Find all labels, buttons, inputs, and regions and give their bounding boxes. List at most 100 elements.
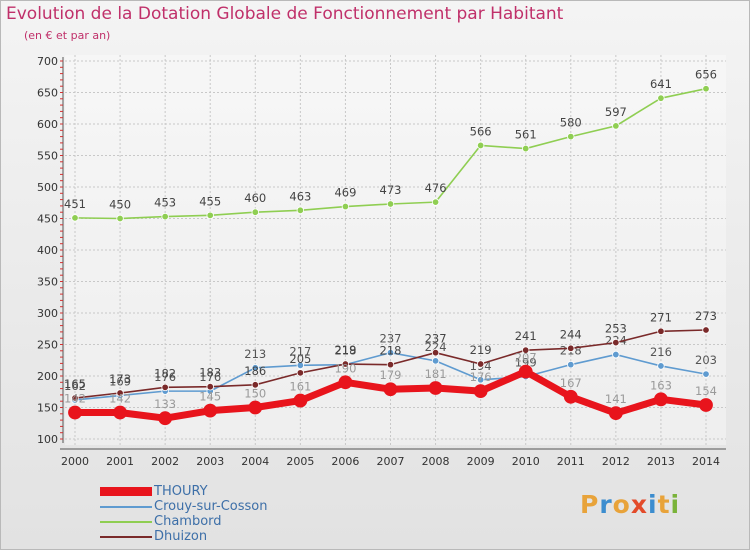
data-label: 179 xyxy=(380,368,402,382)
data-point xyxy=(341,202,350,211)
data-label: 216 xyxy=(650,345,672,359)
data-point xyxy=(338,375,353,390)
x-tick-label: 2001 xyxy=(106,455,134,468)
data-label: 450 xyxy=(109,198,131,212)
data-label: 181 xyxy=(425,367,447,381)
data-point xyxy=(206,383,214,391)
data-label: 162 xyxy=(64,379,86,393)
data-point xyxy=(657,362,665,370)
data-point xyxy=(699,398,713,412)
data-point xyxy=(702,326,710,334)
data-label: 169 xyxy=(109,375,131,389)
data-label: 656 xyxy=(695,68,717,82)
data-point xyxy=(293,393,308,408)
data-label: 213 xyxy=(244,347,266,361)
data-label: 173 xyxy=(109,372,131,386)
legend-swatch xyxy=(100,521,152,523)
data-label: 219 xyxy=(470,343,492,357)
data-label: 455 xyxy=(199,194,221,208)
legend-label: Dhuizon xyxy=(154,529,208,544)
data-label: 566 xyxy=(470,124,492,138)
x-tick-label: 2003 xyxy=(196,455,224,468)
data-point xyxy=(116,389,124,397)
y-tick-label: 400 xyxy=(37,244,58,257)
legend-swatch xyxy=(100,487,152,496)
y-tick-label: 450 xyxy=(37,213,58,226)
data-point xyxy=(251,208,259,216)
data-label: 237 xyxy=(425,332,447,346)
legend-item-dhuizon: Dhuizon xyxy=(100,529,360,544)
data-label: 244 xyxy=(560,327,582,341)
data-point xyxy=(518,364,533,379)
data-point xyxy=(68,405,82,420)
x-tick-label: 2010 xyxy=(512,455,540,468)
x-tick-label: 2008 xyxy=(422,455,450,468)
y-tick-label: 300 xyxy=(37,307,58,320)
data-point xyxy=(203,403,218,418)
data-label: 154 xyxy=(695,384,717,398)
data-label: 142 xyxy=(64,392,86,406)
y-tick-label: 150 xyxy=(37,402,58,415)
data-label: 580 xyxy=(560,116,582,130)
data-point xyxy=(431,348,440,357)
data-label: 203 xyxy=(695,353,717,367)
data-label: 141 xyxy=(605,392,627,406)
data-point xyxy=(608,406,623,421)
data-point xyxy=(476,376,485,384)
x-tick-label: 2004 xyxy=(241,455,269,468)
data-label: 641 xyxy=(650,77,672,91)
data-point xyxy=(113,405,127,420)
data-label: 469 xyxy=(334,186,356,200)
y-tick-label: 700 xyxy=(37,55,58,68)
data-label: 460 xyxy=(244,191,266,205)
data-label: 176 xyxy=(154,370,176,384)
data-label: 473 xyxy=(380,183,402,197)
legend-label: Chambord xyxy=(154,514,222,529)
data-label: 161 xyxy=(289,380,311,394)
x-tick-label: 2005 xyxy=(286,455,314,468)
data-label: 133 xyxy=(154,397,176,411)
chart-legend: THOURY Crouy-sur-Cosson Chambord Dhuizon xyxy=(100,484,360,544)
data-point xyxy=(383,382,398,397)
x-tick-label: 2009 xyxy=(467,455,495,468)
data-point xyxy=(657,94,665,102)
data-point xyxy=(248,400,263,415)
data-label: 451 xyxy=(64,197,86,211)
data-label: 453 xyxy=(154,196,176,210)
data-point xyxy=(473,384,488,399)
legend-swatch xyxy=(100,506,152,508)
data-point xyxy=(612,350,620,359)
legend-item-thoury: THOURY xyxy=(100,484,360,499)
data-label: 207 xyxy=(515,351,537,365)
data-point xyxy=(431,198,440,206)
data-point xyxy=(563,389,578,404)
data-label: 142 xyxy=(109,392,131,406)
data-label: 597 xyxy=(605,105,627,119)
data-label: 176 xyxy=(470,370,492,384)
x-tick-label: 2006 xyxy=(331,455,359,468)
data-label: 218 xyxy=(334,344,356,358)
data-point xyxy=(702,85,710,93)
y-tick-label: 500 xyxy=(37,181,58,194)
data-label: 224 xyxy=(425,340,447,354)
data-point xyxy=(476,360,485,368)
data-point xyxy=(612,338,620,347)
data-point xyxy=(341,360,350,368)
data-label: 182 xyxy=(154,366,176,380)
x-tick-label: 2007 xyxy=(377,455,405,468)
data-label: 219 xyxy=(334,343,356,357)
legend-label: Crouy-sur-Cosson xyxy=(154,499,268,514)
x-tick-label: 2013 xyxy=(647,455,675,468)
data-point xyxy=(476,141,485,150)
y-tick-label: 250 xyxy=(37,339,58,352)
x-tick-label: 2014 xyxy=(692,455,720,468)
data-label: 190 xyxy=(334,361,356,375)
data-point xyxy=(386,200,395,208)
data-label: 167 xyxy=(560,376,582,390)
y-tick-label: 100 xyxy=(37,433,58,446)
data-label: 271 xyxy=(650,310,672,324)
data-point xyxy=(428,381,443,395)
data-point xyxy=(296,361,305,369)
data-point xyxy=(567,132,575,141)
